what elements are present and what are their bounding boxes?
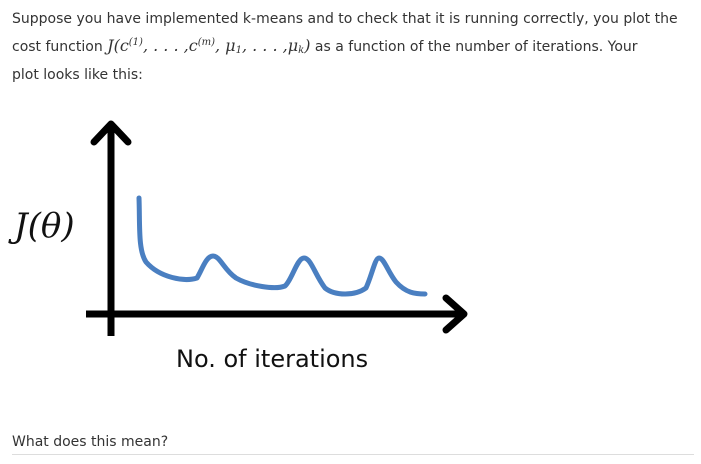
question-text: Suppose you have implemented k-means and…: [12, 7, 692, 87]
cost-curve: [136, 195, 428, 297]
question-prompt: What does this mean?: [12, 434, 169, 450]
cost-plot-svg: [86, 120, 468, 336]
divider: [12, 454, 694, 455]
question-line-2-suffix: as a function of the number of iteration…: [314, 39, 638, 55]
y-axis-arrowhead: [90, 120, 132, 146]
question-line-3: plot looks like this:: [12, 67, 143, 83]
question-line-2: cost function J(c(1), . . . ,c(m), μ1, .…: [12, 31, 692, 63]
y-axis-label: J(θ): [14, 206, 75, 246]
cost-function-formula: J(c(1), . . . ,c(m), μ1, . . . ,μk): [107, 36, 311, 56]
cost-plot-figure: J(θ) No. of iterations: [0, 110, 480, 400]
question-line-2-prefix: cost function: [12, 39, 103, 55]
x-axis-arrowhead: [442, 294, 468, 334]
x-axis-label: No. of iterations: [176, 345, 369, 373]
question-line-1: Suppose you have implemented k-means and…: [12, 11, 678, 27]
